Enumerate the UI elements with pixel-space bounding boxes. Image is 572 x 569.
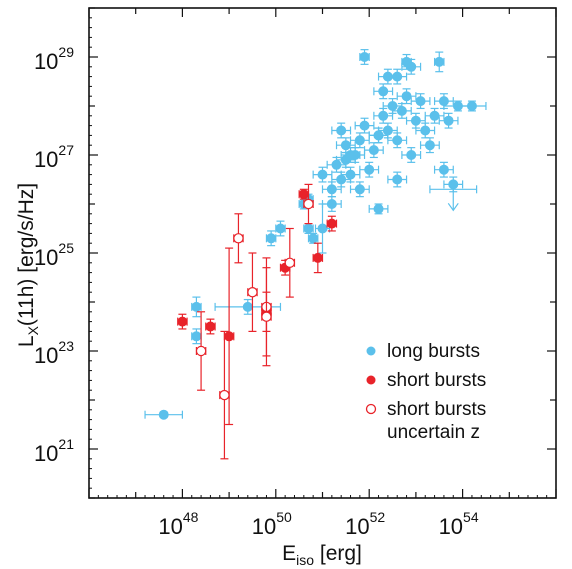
y-tick-label: 1029 xyxy=(34,44,74,74)
x-axis-title: Eiso [erg] xyxy=(282,542,362,568)
data-point xyxy=(144,409,183,420)
data-point xyxy=(326,215,338,232)
legend-label: short bursts xyxy=(387,399,486,420)
data-point xyxy=(303,223,314,234)
legend-marker xyxy=(366,375,376,385)
data-point xyxy=(349,132,370,149)
upper-limit-point xyxy=(429,185,478,212)
x-tick-label: 1054 xyxy=(439,509,479,539)
data-point xyxy=(433,161,454,178)
data-point xyxy=(405,112,426,129)
data-point xyxy=(284,227,296,298)
data-point xyxy=(368,127,389,144)
data-point xyxy=(363,142,384,159)
data-point xyxy=(247,252,258,332)
y-tick-label: 1023 xyxy=(34,338,74,368)
data-point xyxy=(219,330,230,460)
data-point xyxy=(314,203,331,254)
data-point xyxy=(424,107,445,124)
data-point xyxy=(195,311,207,391)
data-point xyxy=(321,181,342,198)
data-point xyxy=(391,102,412,119)
data-point xyxy=(443,176,464,193)
data-point xyxy=(205,318,216,335)
data-point xyxy=(359,161,380,178)
legend-entry: long bursts xyxy=(366,341,480,362)
data-point xyxy=(457,100,487,112)
data-point xyxy=(387,171,408,188)
data-point xyxy=(275,220,286,237)
x-tick-label: 1052 xyxy=(345,509,385,539)
data-point xyxy=(373,83,394,100)
data-point xyxy=(349,181,370,198)
x-tick-label: 1050 xyxy=(252,509,292,539)
data-point xyxy=(401,147,422,163)
data-point xyxy=(373,107,394,124)
legend-label: long bursts xyxy=(387,341,480,362)
data-point xyxy=(340,166,361,183)
legend-marker xyxy=(365,403,377,415)
data-point xyxy=(359,49,370,65)
data-point xyxy=(377,68,398,85)
data-point xyxy=(396,88,417,105)
data-point xyxy=(312,242,324,274)
data-point xyxy=(419,137,440,154)
legend-label: short bursts xyxy=(387,370,486,391)
data-point xyxy=(438,112,459,129)
data-layer xyxy=(144,49,487,460)
data-point xyxy=(307,232,319,244)
data-point xyxy=(401,58,422,75)
data-point xyxy=(340,147,361,163)
data-point xyxy=(233,213,244,264)
data-point xyxy=(410,93,431,110)
data-point xyxy=(433,51,445,73)
data-point xyxy=(387,132,408,149)
x-tick-label: 1048 xyxy=(158,509,198,539)
data-point xyxy=(298,188,310,200)
data-point xyxy=(261,267,272,367)
axes: 1048 1050 1052 1054 1021 1023 1025 1027 1029 xyxy=(34,7,557,539)
legend-label: uncertain z xyxy=(387,422,480,443)
y-axis-title: LX(11h) [erg/s/Hz] xyxy=(15,183,41,347)
y-tick-label: 1027 xyxy=(34,142,74,172)
data-point xyxy=(191,328,202,345)
data-point xyxy=(331,122,352,139)
data-point xyxy=(433,93,454,110)
data-point xyxy=(368,203,389,215)
y-tick-label: 1021 xyxy=(34,436,74,466)
data-point xyxy=(321,196,342,212)
legend-marker xyxy=(366,346,376,356)
y-tick-label: 1025 xyxy=(34,240,74,270)
data-point xyxy=(177,313,188,330)
data-point xyxy=(312,166,333,183)
data-point xyxy=(303,183,314,225)
legend-entry: short bursts xyxy=(366,370,486,391)
data-point xyxy=(415,122,436,139)
data-point xyxy=(354,117,375,134)
data-point xyxy=(265,230,277,247)
data-point xyxy=(191,296,202,318)
